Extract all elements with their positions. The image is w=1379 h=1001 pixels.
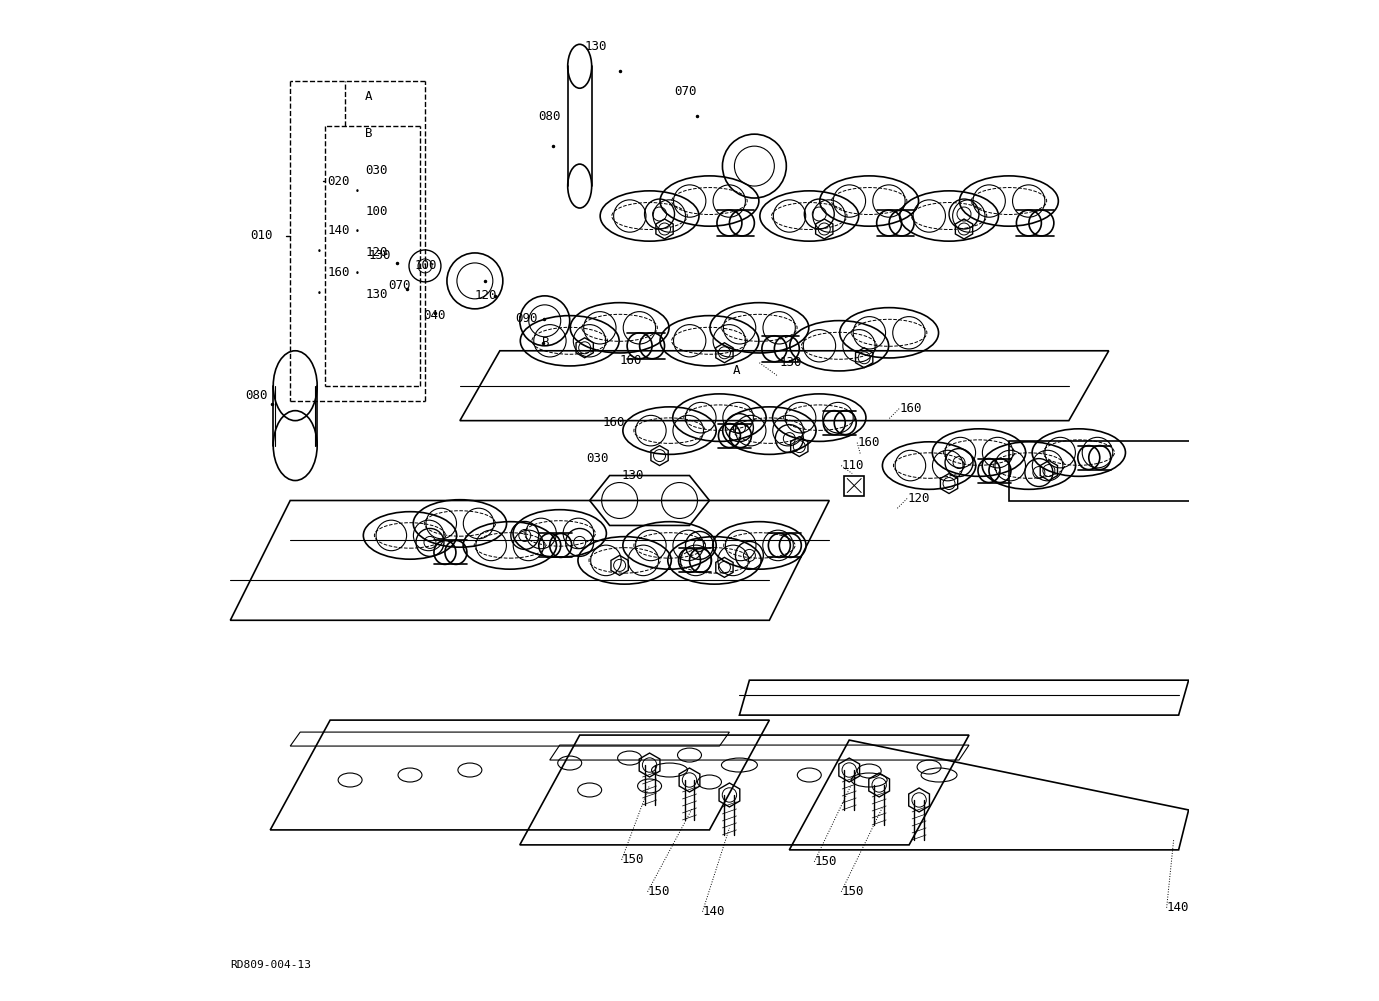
Text: •: • (317, 289, 323, 298)
Text: 140: 140 (702, 905, 725, 918)
Text: •: • (317, 247, 323, 256)
Text: RD809-004-13: RD809-004-13 (230, 960, 312, 970)
Text: 130: 130 (368, 249, 390, 262)
Text: 140: 140 (327, 224, 350, 237)
Text: 030: 030 (365, 163, 387, 176)
Text: 070: 070 (387, 279, 411, 292)
Text: B: B (542, 336, 549, 349)
Text: 140: 140 (1167, 901, 1189, 914)
Text: 100: 100 (415, 259, 437, 272)
Text: 130: 130 (365, 288, 387, 301)
Text: 150: 150 (841, 885, 863, 898)
Text: •: • (356, 269, 360, 278)
Text: 120: 120 (907, 492, 929, 505)
Text: 160: 160 (619, 354, 643, 367)
Text: 120: 120 (365, 246, 387, 259)
Text: 070: 070 (674, 85, 696, 98)
Text: 020: 020 (327, 174, 350, 187)
Text: 010: 010 (250, 229, 273, 242)
Text: 130: 130 (585, 40, 607, 53)
Text: 150: 150 (622, 854, 644, 866)
Text: 150: 150 (814, 856, 837, 868)
Text: B: B (365, 127, 372, 140)
Text: •: • (356, 227, 360, 236)
Text: •: • (356, 186, 360, 195)
Text: A: A (732, 364, 741, 377)
Text: 030: 030 (586, 452, 610, 465)
Text: 160: 160 (327, 266, 350, 279)
Text: 090: 090 (514, 312, 538, 325)
Text: 150: 150 (648, 885, 670, 898)
Text: 130: 130 (622, 469, 644, 482)
Text: 160: 160 (603, 416, 625, 429)
Text: A: A (365, 90, 372, 103)
Text: 160: 160 (899, 402, 921, 415)
Text: 080: 080 (245, 389, 268, 402)
Text: 130: 130 (779, 356, 801, 369)
Text: 040: 040 (423, 309, 445, 322)
Text: 080: 080 (538, 110, 560, 123)
Text: 120: 120 (474, 289, 498, 302)
Text: 160: 160 (858, 436, 880, 449)
Text: 100: 100 (365, 204, 387, 217)
Text: 110: 110 (841, 459, 863, 472)
